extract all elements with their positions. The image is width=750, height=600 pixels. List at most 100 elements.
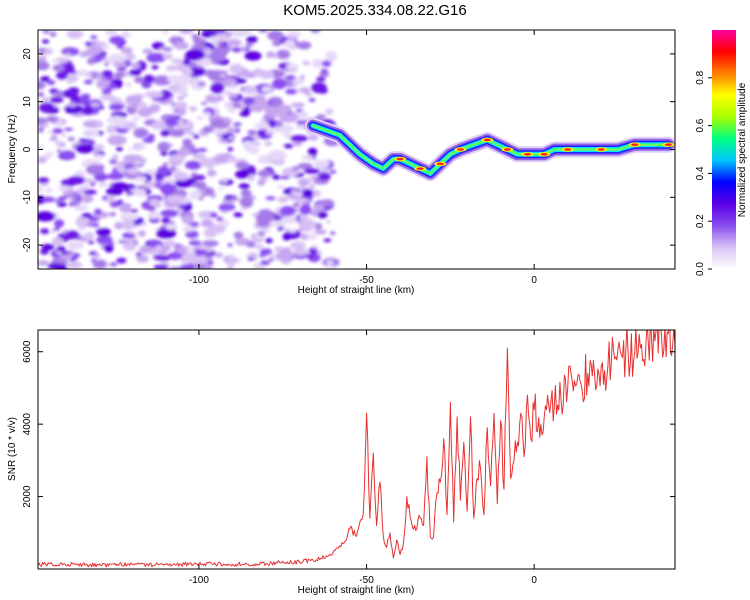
spectrogram-noise-blob [233,212,243,218]
spectrogram-noise-blob [130,62,141,69]
spectrogram-noise-blob [153,264,169,269]
spectrogram-noise-blob [232,46,242,53]
spectrogram-noise-blob [308,97,316,103]
spectrogram-noise-blob [189,105,197,113]
spectrogram-noise-blob [143,74,155,83]
spectrogram-noise-blob [83,178,95,184]
spectrogram-noise-blob [170,105,177,110]
spectrogram-noise-blob [137,230,147,237]
spectrogram-noise-blob [38,187,43,192]
spectrogram-noise-blob [214,95,224,102]
spectrogram-noise-blob [311,82,327,94]
spectrogram-noise-blob [86,58,96,65]
spectrogram-noise-blob [98,181,108,188]
spectrogram-noise-blob [321,60,332,67]
spectrogram-noise-blob [124,82,133,87]
spectrogram-noise-blob [174,248,181,252]
spectrogram-y-tick-label: 10 [22,96,33,108]
spectrogram-noise-blob [158,249,168,256]
spectrogram-noise-blob [228,254,235,259]
spectrogram-noise-blob [49,96,64,104]
spectrogram-noise-blob [182,58,191,66]
snr-x-tick-label: -100 [189,575,209,586]
spectrogram-noise-blob [162,47,173,52]
colorbar-tick-label: 0.4 [695,166,706,180]
spectrogram-noise-blob [107,135,127,146]
spectrogram-noise-blob [230,30,250,38]
spectrogram-noise-blob [85,41,93,47]
spectrogram-ridge [304,117,675,182]
spectrogram-noise-blob [83,79,93,85]
spectrogram-noise-blob [38,127,45,133]
spectrogram-noise-blob [287,228,297,233]
spectrogram-noise-blob [283,133,293,139]
spectrogram-noise-blob [168,153,186,163]
spectrogram-noise-blob [202,125,215,133]
spectrogram-noise-blob [68,175,86,185]
spectrogram-noise-blob [308,247,318,255]
spectrogram-noise-blob [148,240,163,247]
spectrogram-noise-blob [167,84,181,92]
spectrogram-noise-blob [86,73,93,78]
spectrogram-noise-blob [297,178,310,187]
spectrogram-noise-blob [96,105,105,110]
spectrogram-noise-blob [301,155,314,161]
spectrogram-noise-blob [277,185,286,190]
spectrogram-noise-blob [156,255,171,262]
spectrogram-noise-blob [120,46,133,54]
spectrogram-noise-blob [267,30,284,41]
colorbar-tick-label: 0.6 [695,118,706,132]
spectrogram-noise-blob [296,41,312,50]
spectrogram-noise-blob [200,219,214,228]
spectrogram-noise-blob [169,129,185,137]
spectrogram-noise-blob [291,81,298,86]
spectrogram-noise-blob [109,35,126,45]
spectrogram-noise-blob [225,203,236,211]
spectrogram-noise-blob [109,97,122,105]
spectrogram-noise-blob [125,192,133,197]
spectrogram-noise-blob [218,186,224,191]
ridge-hotspot-core [664,143,672,147]
spectrogram-noise-blob [240,45,246,50]
spectrogram-noise-blob [215,252,224,258]
spectrogram-noise-blob [226,155,237,163]
snr-y-tick-label: 2000 [22,485,33,508]
colorbar-label: Normalized spectral amplitude [737,82,748,217]
spectrogram-noise-blob [134,176,147,182]
spectrogram-noise-blob [182,225,195,232]
spectrogram-noise-blob [267,223,275,227]
spectrogram-noise-blob [289,134,308,142]
spectrogram-noise-blob [38,157,47,164]
spectrogram-noise-blob [307,135,319,141]
spectrogram-noise-blob [204,254,213,259]
spectrogram-noise-blob [203,111,211,117]
spectrogram-noise-blobs [38,30,342,269]
spectrogram-noise-blob [260,260,270,266]
spectrogram-noise-blob [272,78,287,90]
spectrogram-noise-blob [76,187,85,194]
chart-title: KOM5.2025.334.08.22.G16 [283,2,467,19]
spectrogram-noise-blob [109,262,118,267]
spectrogram-noise-blob [182,138,193,146]
spectrogram-noise-blob [285,88,297,95]
spectrogram-noise-blob [38,211,56,222]
spectrogram-noise-blob [192,181,207,189]
spectrogram-noise-blob [230,197,238,201]
spectrogram-noise-blob [109,103,125,111]
spectrogram-noise-blob [86,131,93,136]
spectrogram-noise-blob [75,143,95,154]
spectrogram-noise-blob [283,143,294,149]
spectrogram-noise-blob [189,67,207,77]
spectrogram-noise-blob [189,257,208,266]
spectrogram-noise-blob [282,233,292,241]
spectrogram-noise-blob [319,199,335,208]
spectrogram-noise-blob [162,53,174,60]
spectrogram-noise-blob [67,102,77,108]
spectrogram-noise-blob [101,70,113,77]
spectrogram-noise-blob [66,30,84,39]
ridge-hotspot-core [416,167,424,170]
colorbar-tick-label: 0.2 [695,214,706,228]
spectrogram-noise-blob [318,172,331,181]
spectrogram-noise-blob [278,111,299,123]
spectrogram-noise-blob [42,30,50,34]
